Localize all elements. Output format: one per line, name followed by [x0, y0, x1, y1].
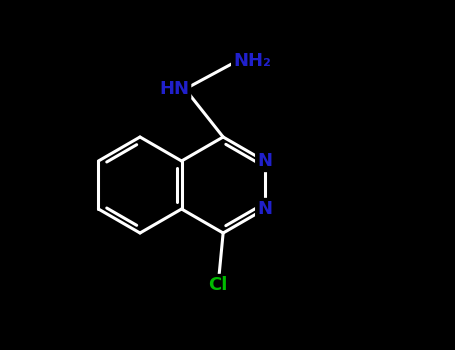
- Text: NH₂: NH₂: [233, 52, 271, 70]
- Text: Cl: Cl: [208, 276, 228, 294]
- Text: N: N: [257, 152, 272, 170]
- Text: N: N: [257, 200, 272, 218]
- Text: HN: HN: [159, 80, 189, 98]
